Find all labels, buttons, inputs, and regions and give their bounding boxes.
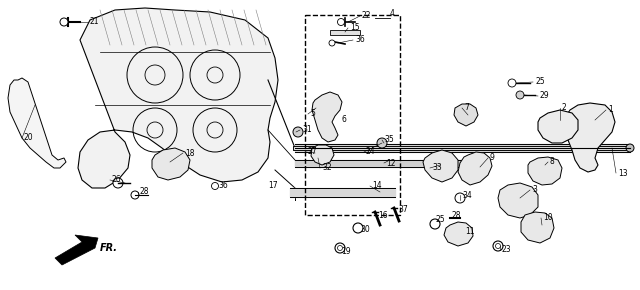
Polygon shape [498, 183, 538, 218]
Circle shape [113, 178, 123, 188]
Circle shape [516, 91, 524, 99]
Text: 23: 23 [502, 246, 511, 255]
Text: 14: 14 [372, 182, 381, 191]
Polygon shape [78, 8, 278, 188]
Text: 22: 22 [362, 12, 371, 21]
Circle shape [508, 79, 516, 87]
Text: 34: 34 [462, 191, 472, 200]
Text: 37: 37 [398, 206, 408, 215]
Text: 20: 20 [24, 133, 34, 142]
Text: 28: 28 [140, 188, 150, 197]
Polygon shape [312, 92, 342, 142]
Text: 17: 17 [268, 180, 278, 189]
Text: 21: 21 [90, 17, 99, 26]
Circle shape [293, 127, 303, 137]
Text: 25: 25 [435, 215, 445, 224]
Polygon shape [444, 222, 473, 246]
Text: 2: 2 [562, 104, 567, 113]
Text: 7: 7 [464, 104, 469, 113]
Text: 13: 13 [618, 168, 628, 177]
Text: 15: 15 [350, 23, 360, 32]
Text: 11: 11 [465, 227, 474, 237]
Text: 25: 25 [535, 77, 545, 86]
Text: 12: 12 [386, 159, 396, 168]
Text: 19: 19 [341, 247, 351, 256]
Polygon shape [458, 152, 492, 185]
Polygon shape [538, 110, 578, 143]
Circle shape [455, 193, 465, 203]
Polygon shape [8, 78, 66, 168]
Polygon shape [311, 145, 334, 165]
Text: 18: 18 [185, 148, 195, 157]
Polygon shape [565, 103, 615, 172]
Text: 26: 26 [112, 175, 122, 184]
Polygon shape [454, 104, 478, 126]
Text: 35: 35 [384, 135, 394, 144]
Circle shape [337, 19, 344, 26]
Text: 10: 10 [543, 213, 552, 222]
Polygon shape [528, 157, 562, 185]
Text: 31: 31 [302, 126, 312, 135]
Text: 9: 9 [490, 153, 495, 162]
Text: 8: 8 [550, 157, 555, 166]
Ellipse shape [626, 144, 634, 152]
Text: 3: 3 [532, 186, 537, 195]
Text: 29: 29 [540, 92, 550, 101]
Text: 5: 5 [310, 110, 315, 119]
Text: 16: 16 [378, 211, 388, 220]
Text: 28: 28 [452, 211, 461, 220]
Polygon shape [55, 235, 98, 265]
Circle shape [377, 138, 387, 148]
Polygon shape [521, 212, 554, 243]
Polygon shape [330, 30, 360, 35]
Text: 32: 32 [322, 164, 332, 173]
Text: 36: 36 [218, 182, 228, 191]
Text: FR.: FR. [100, 243, 118, 253]
Circle shape [60, 18, 68, 26]
Circle shape [131, 191, 139, 199]
Circle shape [329, 40, 335, 46]
Text: 1: 1 [608, 106, 612, 115]
Text: 4: 4 [390, 10, 395, 19]
Text: 27: 27 [308, 148, 317, 157]
Text: 24: 24 [366, 148, 376, 157]
Text: 30: 30 [360, 226, 370, 235]
Text: 33: 33 [432, 164, 442, 173]
Polygon shape [423, 150, 458, 182]
Circle shape [211, 182, 218, 189]
Text: 6: 6 [342, 115, 347, 124]
Text: 36: 36 [355, 35, 365, 44]
Bar [305, 15, 400, 215]
Polygon shape [152, 148, 190, 180]
